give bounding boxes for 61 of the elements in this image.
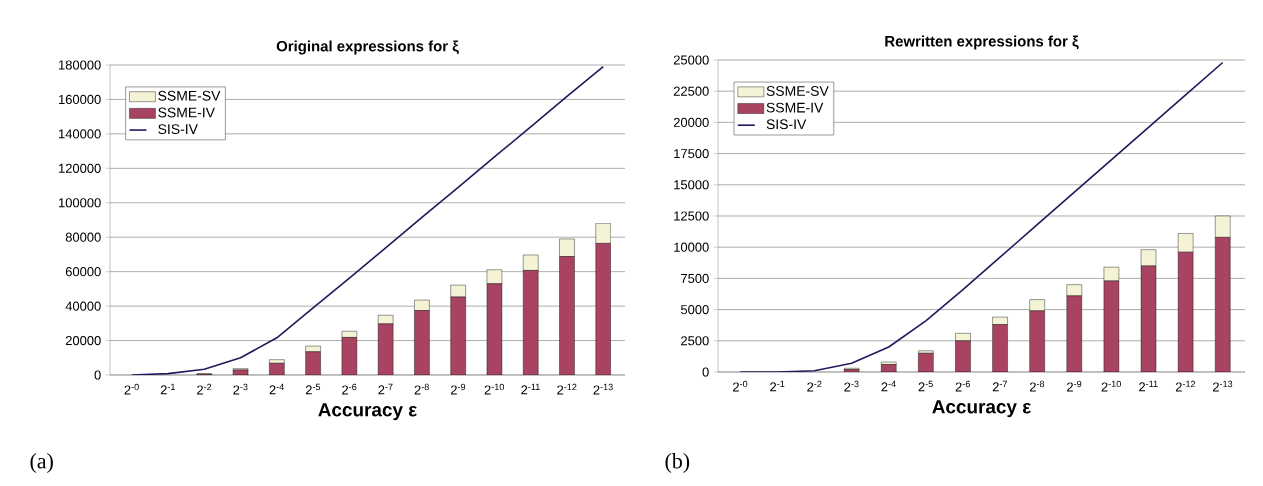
x-tick-label: 2$^{-5}$ (918, 380, 933, 392)
chart-title: Rewritten expressions for ξ (885, 35, 1079, 50)
y-tick-label: 7500 (681, 273, 709, 283)
x-tick-label: 2$^{-12}$ (557, 383, 577, 395)
x-tick-label: 2$^{-0}$ (733, 380, 748, 392)
x-tick-label: 2$^{-9}$ (1067, 380, 1082, 392)
x-tick-label: 2$^{-3}$ (844, 380, 859, 392)
text: (a) (30, 453, 53, 473)
y-tick-label: 0 (702, 367, 709, 377)
x-tick-label: 2$^{-7}$ (378, 383, 393, 395)
x-tick-label: 2$^{-10}$ (484, 383, 504, 395)
x-axis-title: Accuracy ε (932, 400, 1031, 418)
x-tick-label: 2$^{-13}$ (1213, 380, 1233, 392)
y-tick-label: 25000 (673, 55, 709, 65)
y-tick-label: 17500 (674, 149, 709, 159)
x-tick-label: 2$^{-4}$ (881, 380, 896, 392)
x-tick-label: 2$^{-10}$ (1101, 380, 1121, 392)
y-tick-label: 120000 (59, 163, 101, 173)
y-tick-label: 80000 (65, 232, 101, 242)
legend-label: SSME-IV (158, 107, 215, 118)
x-tick-label: 2$^{-11}$ (521, 383, 540, 395)
y-tick-label: 0 (94, 370, 101, 380)
legend-label: SIS-IV (766, 119, 807, 130)
legend-label: SSME-SV (766, 86, 829, 96)
y-tick-label: 40000 (65, 301, 101, 311)
x-tick-label: 2$^{-8}$ (1029, 380, 1045, 392)
y-tick-label: 15000 (674, 180, 709, 190)
y-tick-label: 160000 (59, 94, 101, 105)
legend-label: SIS-IV (158, 124, 198, 135)
x-tick-label: 2$^{-2}$ (197, 383, 212, 395)
y-tick-label: 140000 (59, 129, 101, 139)
x-tick-label: 2$^{-6}$ (342, 383, 357, 395)
y-tick-label: 10000 (674, 242, 709, 252)
x-tick-label: 2$^{-11}$ (1139, 380, 1158, 392)
y-tick-label: 2500 (681, 336, 709, 346)
x-tick-label: 2$^{-13}$ (593, 383, 613, 395)
legend-label: SSME-SV (158, 90, 221, 101)
chart-title: Original expressions for ξ (276, 40, 459, 55)
text: (b) (665, 453, 690, 473)
x-axis-title: Accuracy ε (318, 403, 417, 421)
x-tick-label: 2$^{-5}$ (305, 383, 321, 395)
x-tick-label: 2$^{-3}$ (233, 383, 248, 395)
x-tick-label: 2$^{-1}$ (770, 380, 785, 392)
x-tick-label: 2$^{-8}$ (414, 383, 429, 395)
legend-label: SSME-IV (766, 102, 824, 113)
y-tick-label: 12500 (674, 211, 709, 221)
x-tick-label: 2$^{-0}$ (124, 383, 139, 395)
x-tick-label: 2$^{-9}$ (450, 383, 466, 395)
y-tick-label: 22500 (673, 86, 709, 96)
y-tick-label: 20000 (673, 117, 709, 127)
y-tick-label: 5000 (680, 305, 709, 315)
x-tick-label: 2$^{-6}$ (955, 380, 970, 392)
y-tick-label: 100000 (59, 198, 101, 208)
x-tick-label: 2$^{-7}$ (992, 380, 1007, 392)
x-tick-label: 2$^{-2}$ (807, 380, 822, 392)
y-tick-label: 20000 (65, 335, 101, 346)
x-tick-label: 2$^{-12}$ (1175, 380, 1196, 392)
x-tick-label: 2$^{-1}$ (160, 383, 175, 395)
y-tick-label: 180000 (59, 60, 101, 70)
y-tick-label: 60000 (65, 267, 101, 277)
x-tick-label: 2$^{-4}$ (269, 383, 284, 395)
